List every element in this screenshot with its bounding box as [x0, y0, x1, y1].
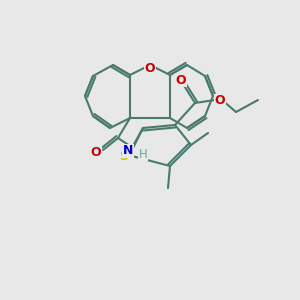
- Text: S: S: [119, 151, 128, 164]
- Text: H: H: [139, 148, 147, 160]
- Text: O: O: [91, 146, 101, 160]
- Text: N: N: [123, 145, 133, 158]
- Text: O: O: [176, 74, 186, 86]
- Text: O: O: [145, 61, 155, 74]
- Text: O: O: [215, 94, 225, 107]
